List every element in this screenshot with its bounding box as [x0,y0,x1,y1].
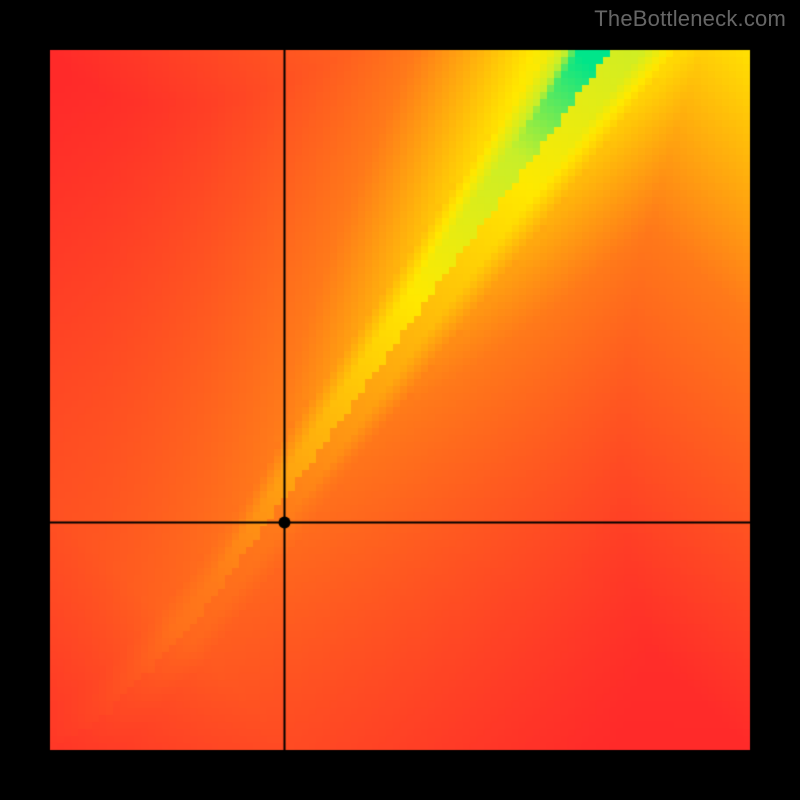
bottleneck-heatmap [0,0,800,800]
chart-container: TheBottleneck.com [0,0,800,800]
watermark-label: TheBottleneck.com [594,6,786,32]
